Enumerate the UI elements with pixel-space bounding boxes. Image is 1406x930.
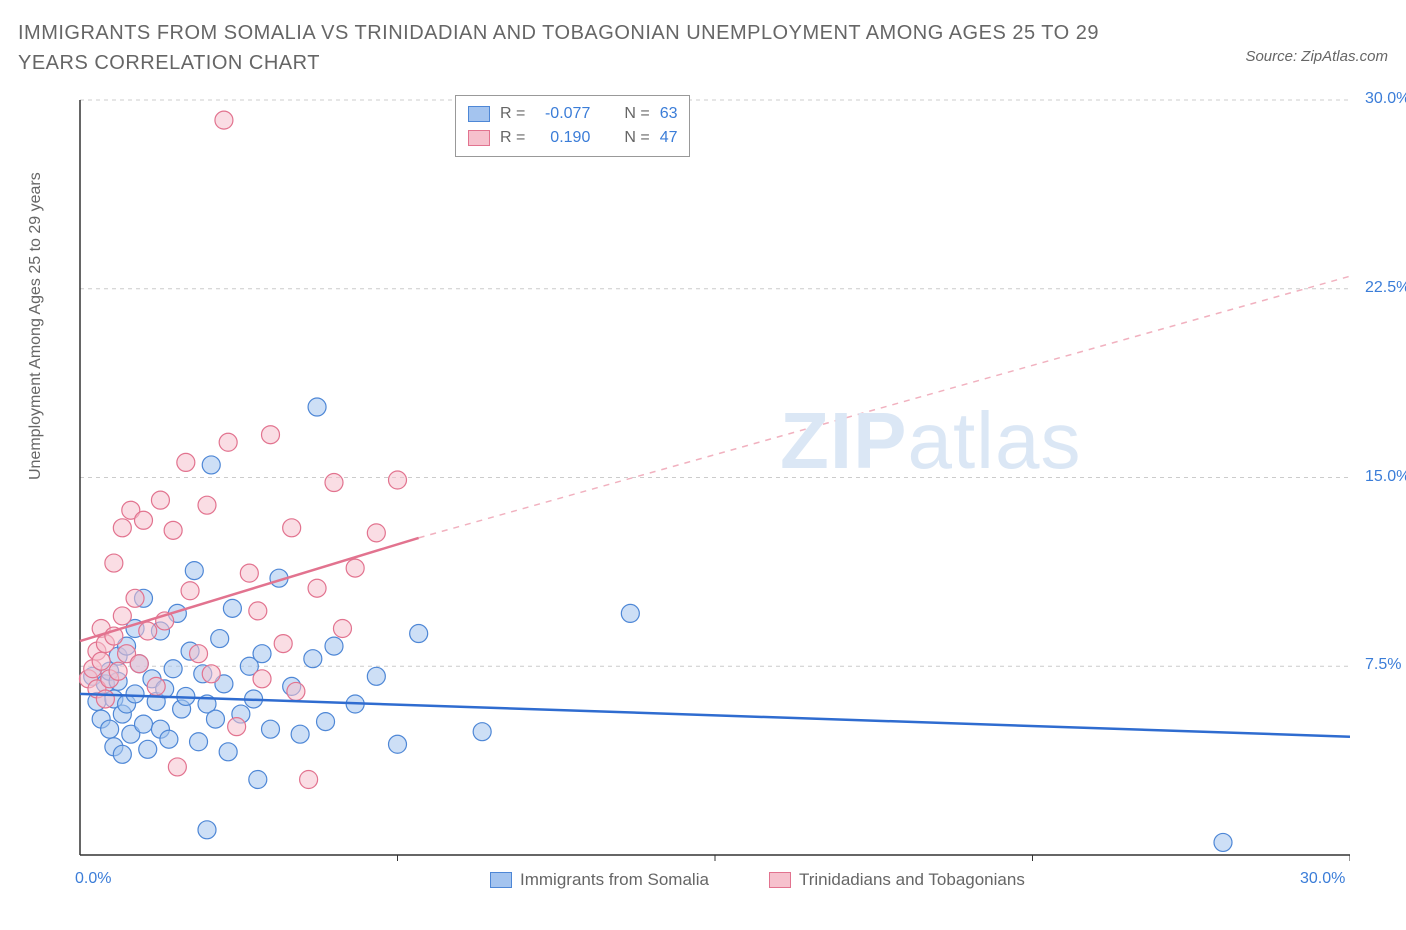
legend-n-val-1: 47 xyxy=(660,126,678,150)
x-tick-label: 30.0% xyxy=(1300,870,1345,888)
series-swatch-1 xyxy=(769,872,791,888)
legend-r-val-1: 0.190 xyxy=(535,126,590,150)
legend-swatch-0 xyxy=(468,106,490,122)
y-tick-label: 15.0% xyxy=(1365,468,1406,486)
legend-row-0: R = -0.077 N = 63 xyxy=(468,102,677,126)
series-label-0: Immigrants from Somalia xyxy=(520,870,709,890)
chart-title: IMMIGRANTS FROM SOMALIA VS TRINIDADIAN A… xyxy=(18,18,1138,78)
x-tick-label: 0.0% xyxy=(75,870,111,888)
legend-r-label-1: R = xyxy=(500,126,525,150)
series-legend-item-0: Immigrants from Somalia xyxy=(490,870,709,890)
legend-n-label-0: N = xyxy=(624,102,649,126)
chart-area: ZIPatlas R = -0.077 N = 63 R = 0.190 N =… xyxy=(60,95,1350,865)
series-swatch-0 xyxy=(490,872,512,888)
correlation-legend: R = -0.077 N = 63 R = 0.190 N = 47 xyxy=(455,95,690,157)
y-axis-label: Unemployment Among Ages 25 to 29 years xyxy=(27,172,45,480)
legend-row-1: R = 0.190 N = 47 xyxy=(468,126,677,150)
series-legend: Immigrants from Somalia Trinidadians and… xyxy=(490,870,1025,890)
legend-n-val-0: 63 xyxy=(660,102,678,126)
scatter-chart xyxy=(60,95,1350,865)
chart-source: Source: ZipAtlas.com xyxy=(1245,48,1388,65)
y-tick-label: 30.0% xyxy=(1365,90,1406,108)
legend-r-val-0: -0.077 xyxy=(535,102,590,126)
y-tick-label: 22.5% xyxy=(1365,279,1406,297)
series-label-1: Trinidadians and Tobagonians xyxy=(799,870,1025,890)
legend-r-label-0: R = xyxy=(500,102,525,126)
legend-swatch-1 xyxy=(468,130,490,146)
legend-n-label-1: N = xyxy=(624,126,649,150)
y-tick-label: 7.5% xyxy=(1365,656,1401,674)
series-legend-item-1: Trinidadians and Tobagonians xyxy=(769,870,1025,890)
